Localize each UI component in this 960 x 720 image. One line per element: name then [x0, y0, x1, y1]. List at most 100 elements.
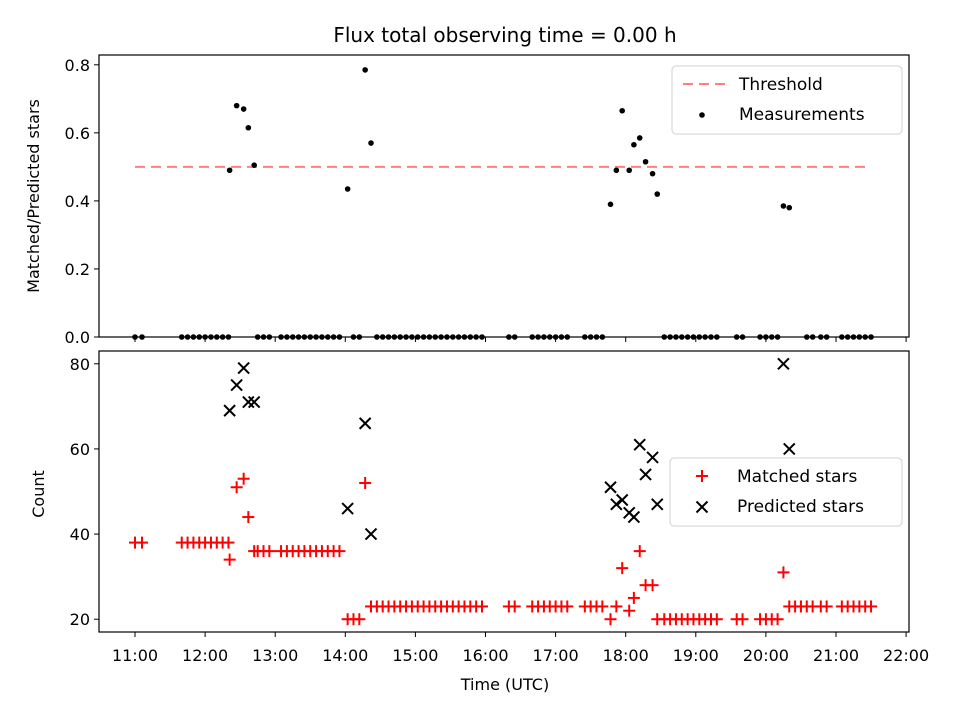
- measurement-point: [362, 67, 368, 73]
- matched-star-point: [865, 600, 878, 613]
- top-legend: Threshold Measurements: [671, 65, 903, 135]
- bottom-legend: Matched stars Predicted stars: [669, 457, 903, 527]
- legend-predicted-label: Predicted stars: [737, 497, 864, 517]
- chart-title: Flux total observing time = 0.00 h: [333, 23, 676, 47]
- measurement-point: [649, 170, 656, 177]
- top-y-tick-label: 0.8: [65, 56, 90, 75]
- legend-measurements-swatch: [699, 112, 705, 118]
- matched-star-point: [223, 553, 236, 566]
- top-y-tick-label: 0.2: [65, 260, 90, 279]
- predicted-star-point: [646, 451, 659, 464]
- matched-star-point: [777, 566, 790, 579]
- matched-star-point: [646, 579, 659, 592]
- matched-star-point: [230, 481, 243, 494]
- x-tick-label: 18:00: [603, 646, 649, 665]
- bottom-legend-box: [669, 457, 903, 527]
- matched-star-point: [333, 545, 346, 558]
- measurement-point: [786, 204, 793, 211]
- matched-star-point: [136, 536, 149, 549]
- legend-matched-marker: [696, 470, 708, 482]
- measurement-point: [245, 124, 252, 131]
- measurement-point: [251, 162, 257, 168]
- measurement-point: [226, 167, 233, 174]
- x-tick-label: 12:00: [182, 646, 228, 665]
- predicted-star-point: [777, 357, 790, 370]
- top-legend-box: [671, 65, 903, 135]
- legend-predicted-marker: [695, 500, 709, 514]
- top-y-tick-label: 0.6: [65, 124, 90, 143]
- matched-star-point: [610, 600, 623, 613]
- measurement-point: [780, 203, 787, 209]
- predicted-star-point: [341, 502, 354, 515]
- measurement-point: [240, 106, 247, 112]
- measurement-point: [368, 140, 374, 146]
- matched-star-point: [596, 600, 609, 613]
- measurement-point: [607, 201, 614, 208]
- x-tick-label: 16:00: [462, 646, 508, 665]
- measurement-point: [344, 186, 351, 192]
- x-tick-label: 13:00: [252, 646, 298, 665]
- x-tick-label: 19:00: [673, 646, 719, 665]
- bottom-axes-ticks: 20 40 60 80 11:00 12:00 13:00 14:00 15:00 16:00 17…: [70, 355, 930, 665]
- predicted-star-point: [247, 395, 261, 409]
- x-tick-label: 21:00: [813, 646, 859, 665]
- matched-star-point: [736, 613, 749, 626]
- measurement-point: [654, 191, 661, 197]
- matched-star-point: [623, 604, 636, 617]
- matched-star-point: [508, 600, 521, 613]
- x-tick-label: 15:00: [392, 646, 438, 665]
- matched-star-point: [222, 536, 235, 549]
- top-y-tick-label: 0.4: [65, 192, 90, 211]
- predicted-star-point: [604, 481, 617, 494]
- measurement-point: [613, 167, 620, 174]
- measurement-point: [619, 107, 625, 114]
- legend-predicted-swatch: [695, 500, 709, 514]
- measurement-point: [642, 158, 649, 165]
- top-panel: Flux total observing time = 0.00 h 0.0 0.…: [24, 23, 910, 347]
- top-axes-frame: [98, 54, 910, 338]
- predicted-star-point: [651, 498, 664, 511]
- legend-matched-label: Matched stars: [737, 467, 857, 487]
- measurement-point: [636, 135, 643, 141]
- matched-star-point: [604, 613, 617, 626]
- bottom-y-tick-label: 20: [70, 610, 90, 629]
- predicted-star-point: [783, 442, 796, 456]
- matched-star-point: [710, 613, 723, 626]
- x-tick-label: 17:00: [533, 646, 579, 665]
- legend-threshold-label: Threshold: [738, 75, 823, 95]
- predicted-star-point: [358, 417, 372, 430]
- measurement-point: [626, 167, 633, 174]
- matched-star-point: [616, 562, 629, 575]
- matched-star-point: [561, 600, 574, 613]
- matched-star-point: [353, 613, 366, 626]
- matched-star-point: [237, 472, 250, 485]
- matched-star-point: [263, 545, 276, 558]
- predicted-star-point: [364, 527, 378, 541]
- bottom-y-axis-label: Count: [29, 470, 48, 518]
- predicted-star-point: [615, 493, 629, 507]
- predicted-star-point: [610, 498, 623, 511]
- top-y-axis-label: Matched/Predicted stars: [24, 99, 43, 293]
- measurement-point: [233, 102, 240, 109]
- bottom-y-tick-label: 80: [70, 355, 90, 374]
- bottom-y-tick-label: 40: [70, 525, 90, 544]
- bottom-panel: 20 40 60 80 11:00 12:00 13:00 14:00 15:00 16:00 17…: [29, 350, 930, 694]
- predicted-star-point: [242, 395, 255, 409]
- top-y-tick-label: 0.0: [65, 328, 90, 347]
- matched-star-point: [475, 600, 488, 613]
- legend-measurements-label: Measurements: [739, 105, 865, 125]
- predicted-star-point: [223, 404, 236, 417]
- matched-star-point: [633, 545, 646, 558]
- predicted-star-point: [627, 510, 641, 524]
- x-tick-label: 11:00: [112, 646, 158, 665]
- x-tick-label: 22:00: [883, 646, 929, 665]
- matched-star-point: [242, 511, 255, 524]
- matched-star-point: [771, 613, 784, 626]
- x-axis-label: Time (UTC): [460, 675, 549, 694]
- matched-star-point: [820, 600, 833, 613]
- x-tick-label: 20:00: [743, 646, 789, 665]
- predicted-star-point: [237, 361, 250, 375]
- matched-star-point: [627, 591, 640, 604]
- measurement-point: [631, 141, 637, 148]
